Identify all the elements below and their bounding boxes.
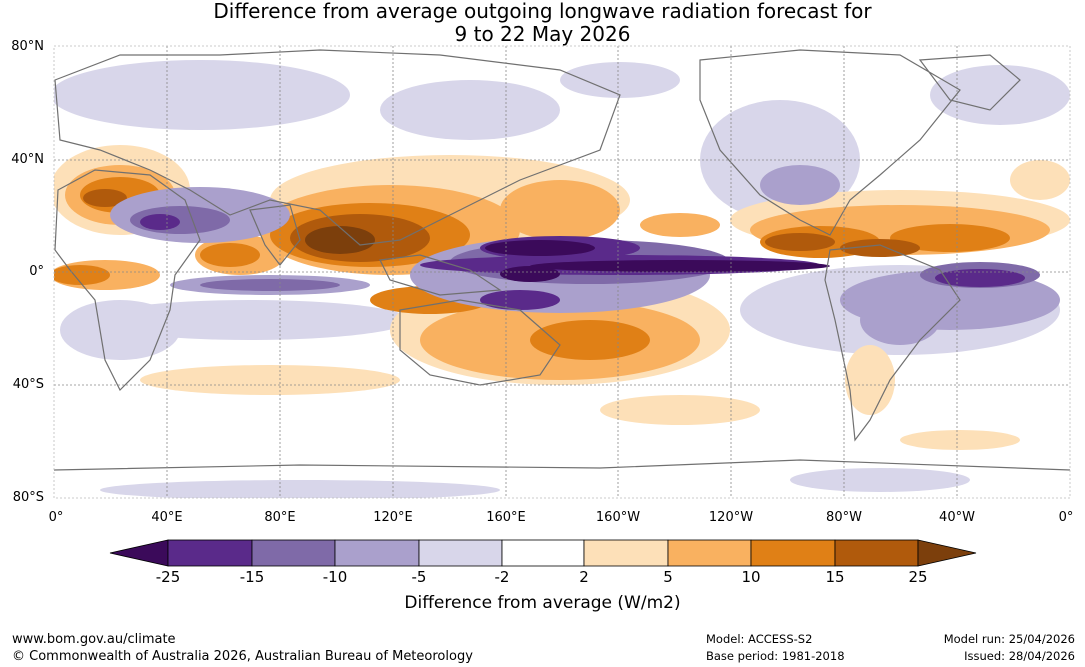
colorbar-segment (583, 539, 669, 567)
colorbar-segment (667, 539, 752, 567)
map-title-line2: 9 to 22 May 2026 (454, 22, 631, 46)
footer-model-info: Model: ACCESS-S2 Base period: 1981-2018 (706, 631, 845, 665)
base-period-text: Base period: 1981-2018 (706, 649, 845, 663)
lon-label-0-east: 0° (1058, 510, 1074, 525)
lat-label-40n: 40°N (11, 152, 44, 167)
colorbar-tick: -25 (155, 568, 181, 586)
lat-label-80s: 80°S (12, 490, 44, 505)
colorbar (109, 539, 977, 567)
colorbar-segment (167, 539, 253, 567)
graticule (54, 46, 1070, 498)
north-america-outline (699, 49, 961, 236)
colorbar-segment (834, 539, 919, 567)
eurasia-outline (54, 49, 621, 246)
map-title-line1: Difference from average outgoing longwav… (213, 0, 872, 23)
lon-label-160e: 160°E (486, 510, 526, 525)
africa-outline (54, 169, 201, 392)
colorbar-tick: 10 (741, 568, 761, 586)
colorbar-tick: -10 (322, 568, 348, 586)
colorbar-tick: 15 (825, 568, 845, 586)
australia-outline (399, 299, 561, 386)
footer-dates: Model run: 25/04/2026 Issued: 28/04/2026 (944, 631, 1075, 665)
lon-label-160w: 160°W (595, 510, 641, 525)
model-run-text: Model run: 25/04/2026 (943, 632, 1075, 646)
maritime-continent-outline (379, 254, 502, 296)
colorbar-tick: 25 (908, 568, 928, 586)
colorbar-arrow-high (917, 539, 977, 567)
india-outline (249, 204, 301, 266)
lon-label-80w: 80°W (826, 510, 862, 525)
map-title: Difference from average outgoing longwav… (0, 0, 1085, 46)
colorbar-tick: -15 (239, 568, 265, 586)
lat-label-40s: 40°S (12, 377, 44, 392)
model-text: Model: ACCESS-S2 (706, 632, 813, 646)
anomaly-field (54, 46, 1070, 498)
lat-label-equator: 0° (29, 264, 44, 279)
colorbar-segment (334, 539, 420, 567)
colorbar-segment (750, 539, 836, 567)
lon-label-40w: 40°W (939, 510, 975, 525)
colorbar-tick: 5 (663, 568, 673, 586)
colorbar-tick: 2 (579, 568, 589, 586)
website-text: www.bom.gov.au/climate (12, 632, 176, 647)
south-america-outline (824, 244, 961, 442)
lon-label-0: 0° (48, 510, 64, 525)
colorbar-segment (251, 539, 336, 567)
copyright-text: © Commonwealth of Australia 2026, Austra… (12, 649, 473, 664)
lon-label-40e: 40°E (151, 510, 183, 525)
colorbar-segment (501, 539, 585, 567)
footer-left: www.bom.gov.au/climate © Commonwealth of… (12, 631, 473, 665)
antarctica-outline (54, 459, 1070, 471)
lon-label-80e: 80°E (264, 510, 296, 525)
colorbar-arrow-low (109, 539, 169, 567)
lon-label-120e: 120°E (373, 510, 413, 525)
colorbar-tick: -5 (411, 568, 427, 586)
lon-label-120w: 120°W (708, 510, 754, 525)
lat-label-80n: 80°N (11, 39, 44, 54)
colorbar-segment (418, 539, 503, 567)
issued-text: Issued: 28/04/2026 (964, 649, 1075, 663)
anomaly-extreme-negative (485, 240, 830, 282)
map-frame (53, 45, 1071, 499)
coastlines (54, 49, 1070, 471)
colorbar-tick: -2 (494, 568, 510, 586)
colorbar-title: Difference from average (W/m2) (404, 593, 681, 613)
anomaly-extreme-positive (305, 226, 375, 254)
greenland-outline (918, 54, 1021, 111)
